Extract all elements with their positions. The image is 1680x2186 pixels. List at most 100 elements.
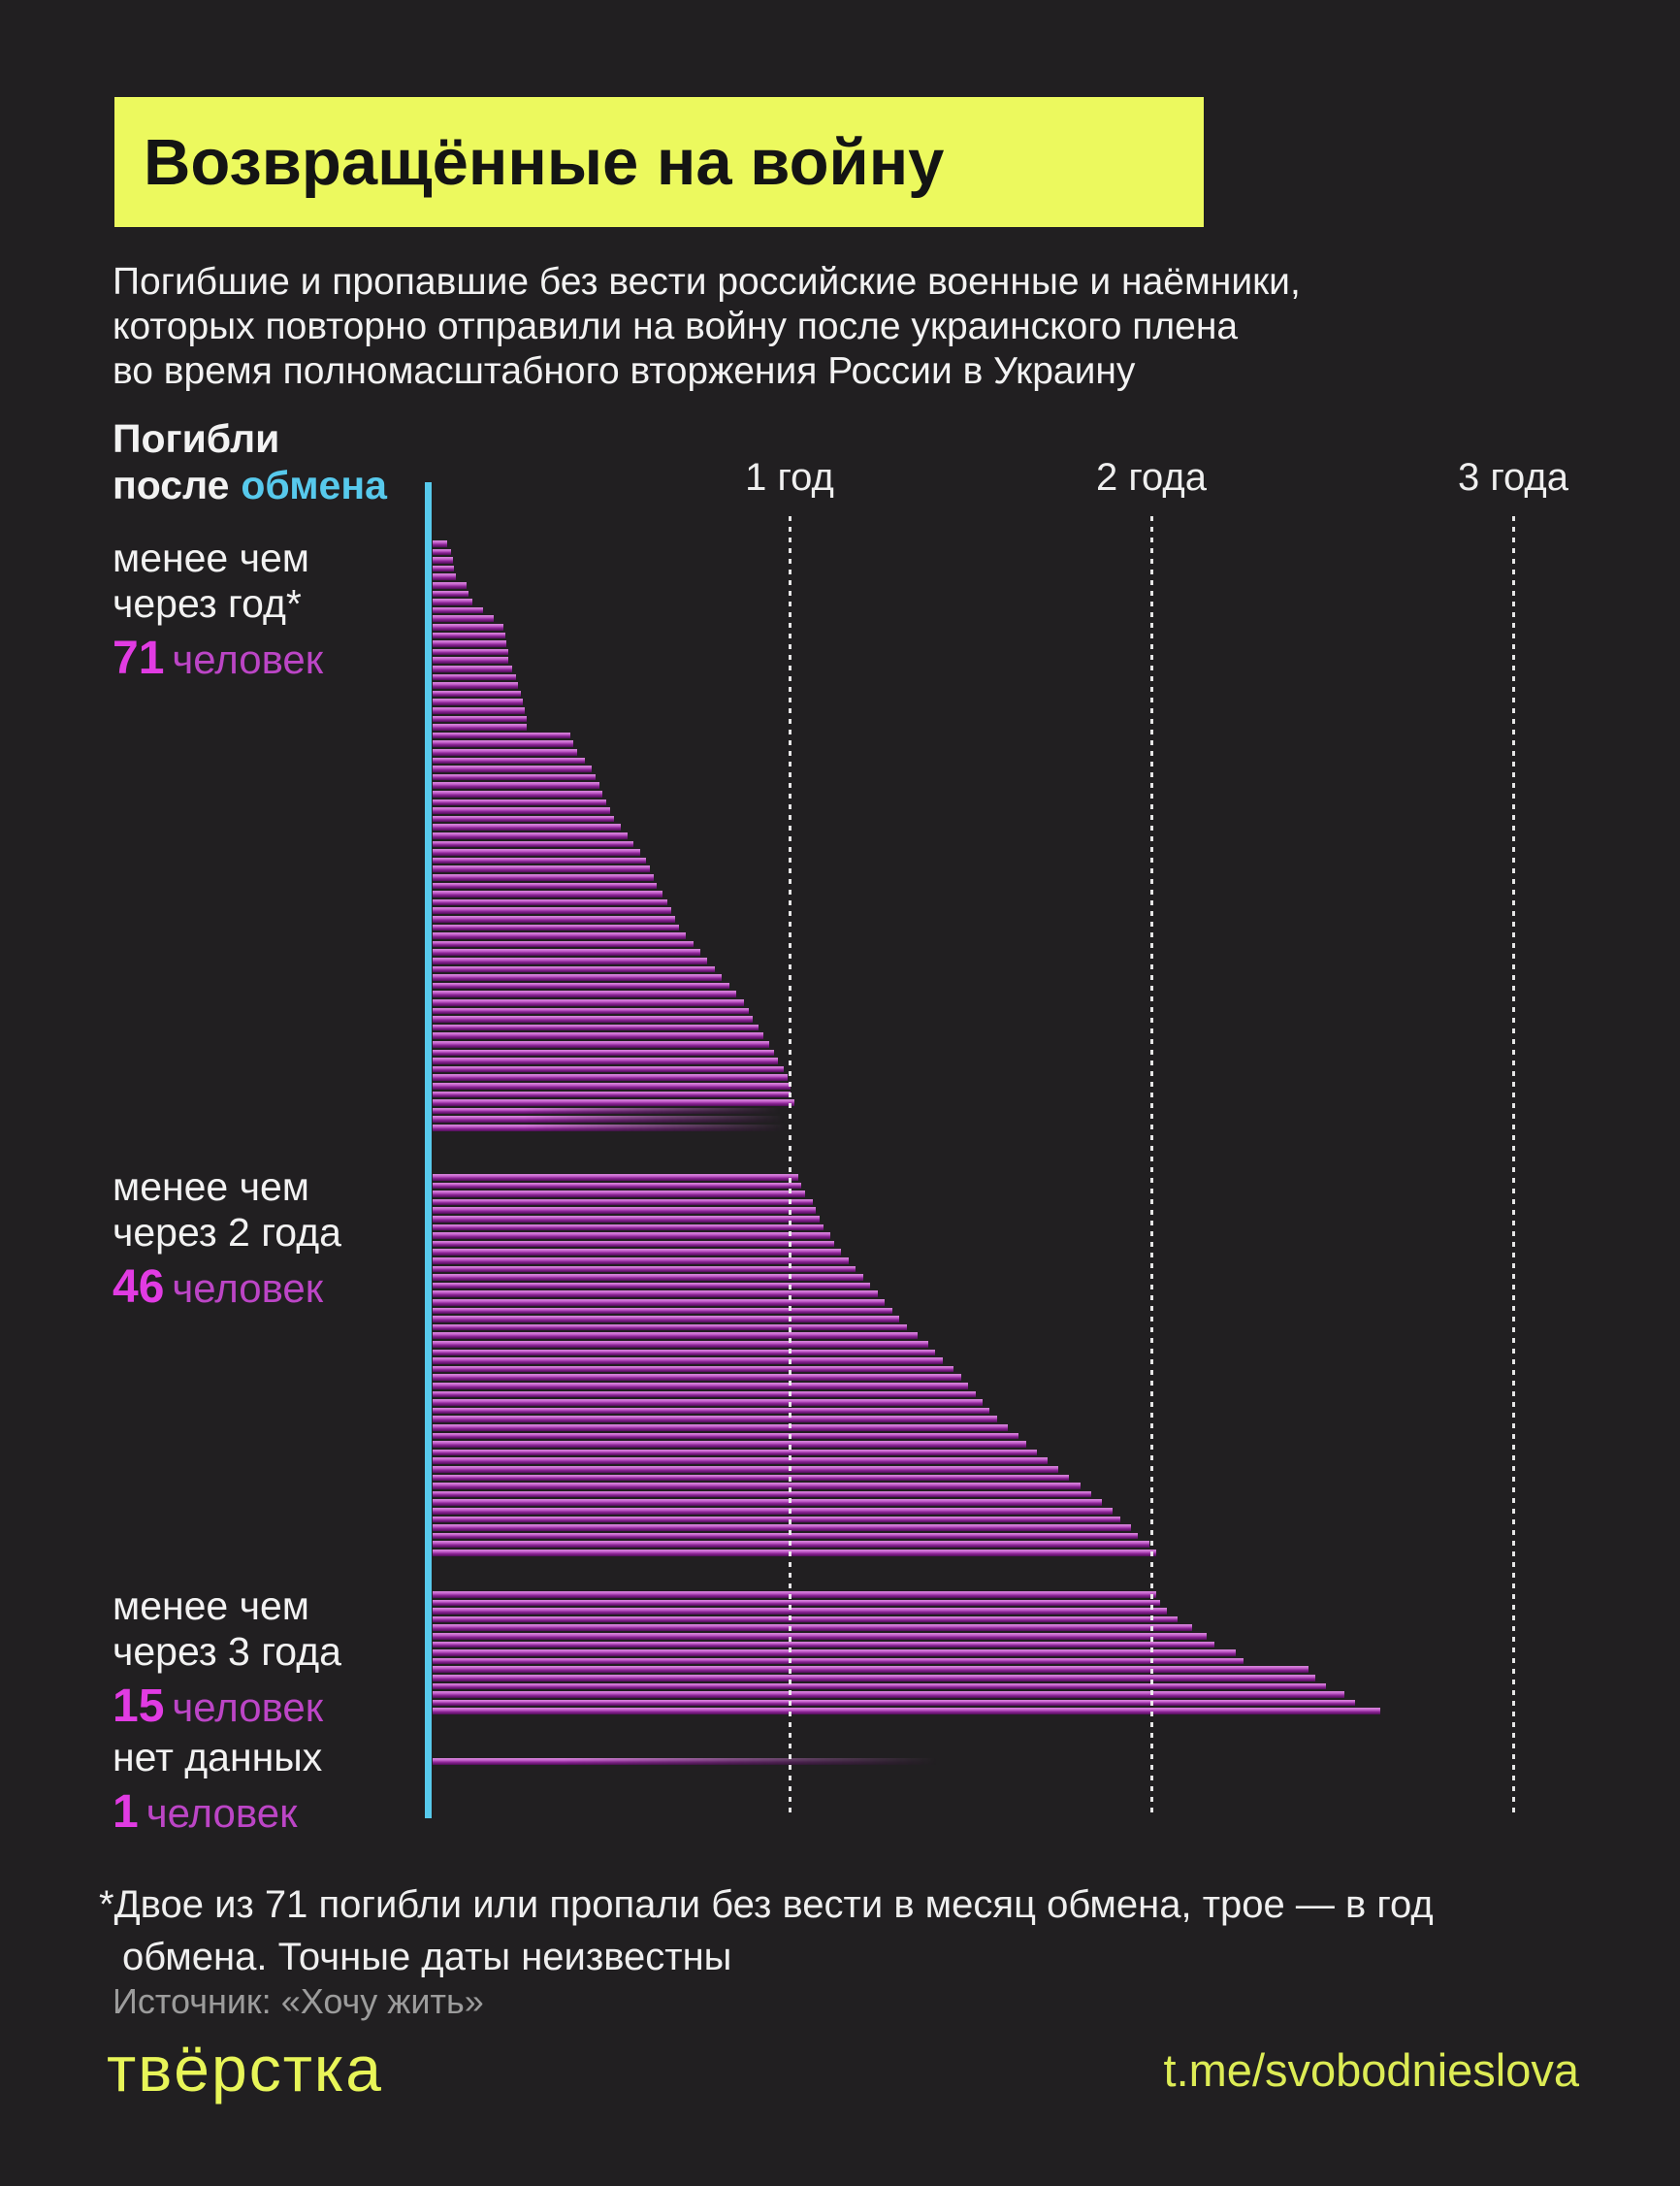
group-count-word: человек (172, 636, 324, 682)
bar (433, 590, 469, 598)
bar (433, 666, 513, 672)
bar (433, 982, 729, 990)
bar (433, 1474, 1070, 1482)
bar (433, 1383, 969, 1389)
group-count-word: человек (172, 1684, 324, 1730)
bar (433, 1416, 997, 1422)
tick-label-3y: 3 года (1457, 456, 1569, 499)
group-count: 15 человек (113, 1680, 341, 1733)
group-label-text: менее чем через год* (113, 536, 309, 626)
bar (433, 1390, 976, 1398)
bar (433, 1682, 1327, 1690)
bar (433, 974, 723, 981)
bar (433, 1499, 1103, 1506)
bar (433, 640, 507, 647)
bar (433, 766, 593, 772)
bar (433, 1316, 900, 1322)
bar (433, 916, 675, 923)
bar (433, 632, 505, 639)
bar (433, 965, 715, 973)
gridline-1y (789, 516, 792, 1818)
bar (433, 690, 522, 698)
bar (433, 1016, 754, 1023)
gridline-2y (1150, 516, 1153, 1818)
tick-label-2y: 2 года (1095, 456, 1208, 499)
bar (433, 1357, 943, 1364)
bar (433, 1399, 983, 1406)
bar (433, 1299, 886, 1306)
bar (433, 958, 708, 964)
bar (433, 1608, 1168, 1615)
group-count: 71 человек (113, 632, 323, 685)
source-credit: Источник: «Хочу жить» (113, 1981, 484, 2021)
bar (433, 991, 737, 997)
bar (433, 1007, 750, 1015)
y-axis-line (425, 482, 432, 1818)
bar (433, 874, 654, 881)
bar (433, 1207, 817, 1214)
group-count: 1 человек (113, 1785, 322, 1839)
bar (433, 898, 668, 906)
bar (433, 1323, 907, 1331)
bar (433, 1282, 871, 1289)
bar (433, 557, 453, 564)
bar (433, 1532, 1139, 1540)
bar (433, 1116, 798, 1123)
bar (433, 815, 614, 823)
bar (433, 1257, 849, 1264)
bar (433, 1083, 792, 1090)
bar (433, 732, 570, 739)
group-count-number: 1 (113, 1786, 139, 1838)
page-title: Возвращённые на войну (144, 125, 945, 199)
bar (433, 1490, 1091, 1498)
group-label-text: менее чем через 2 года (113, 1164, 341, 1255)
bar (433, 1049, 775, 1057)
bar (433, 1307, 892, 1315)
bar (433, 1024, 759, 1031)
bar (433, 749, 578, 756)
bar (433, 1216, 821, 1223)
bar (433, 849, 641, 856)
bar (433, 1125, 802, 1131)
group-count-number: 15 (113, 1680, 165, 1732)
bar (433, 1065, 784, 1073)
bar (433, 1624, 1193, 1631)
bar (433, 1708, 1381, 1714)
bar (433, 1058, 779, 1064)
bar (433, 799, 607, 806)
bar (433, 782, 599, 789)
bar (433, 1449, 1037, 1456)
group-label-under-1-year: менее чем через год* 71 человек (113, 536, 323, 685)
bar (433, 1182, 802, 1190)
bar (433, 1374, 961, 1381)
bar (433, 832, 629, 839)
bar (433, 1599, 1160, 1607)
bar (433, 1691, 1344, 1698)
bar (433, 624, 503, 631)
bar (433, 1441, 1026, 1448)
bar (433, 1633, 1208, 1640)
bar (433, 540, 447, 547)
bar (433, 1457, 1049, 1464)
bar (433, 565, 455, 572)
bar (433, 1365, 954, 1373)
bar (433, 1265, 856, 1273)
group-count-word: человек (172, 1265, 324, 1311)
gridline-3y (1512, 516, 1515, 1818)
bar (433, 1191, 806, 1197)
bar (433, 1432, 1019, 1440)
bar (433, 724, 527, 731)
tick-label-1y: 1 год (745, 456, 834, 499)
bar (433, 840, 633, 848)
bar (433, 1099, 794, 1106)
bar (433, 1274, 863, 1281)
bar (433, 1074, 788, 1081)
footnote-line: *Двое из 71 погибли или пропали без вест… (99, 1883, 1434, 1926)
bar (433, 1666, 1308, 1673)
group-label-no-data: нет данных 1 человек (113, 1735, 322, 1839)
group-label-text: нет данных (113, 1735, 323, 1779)
bar (433, 1107, 794, 1115)
bar (433, 940, 694, 948)
telegram-link[interactable]: t.me/svobodnieslova (1163, 2044, 1579, 2096)
bar (433, 1508, 1114, 1515)
